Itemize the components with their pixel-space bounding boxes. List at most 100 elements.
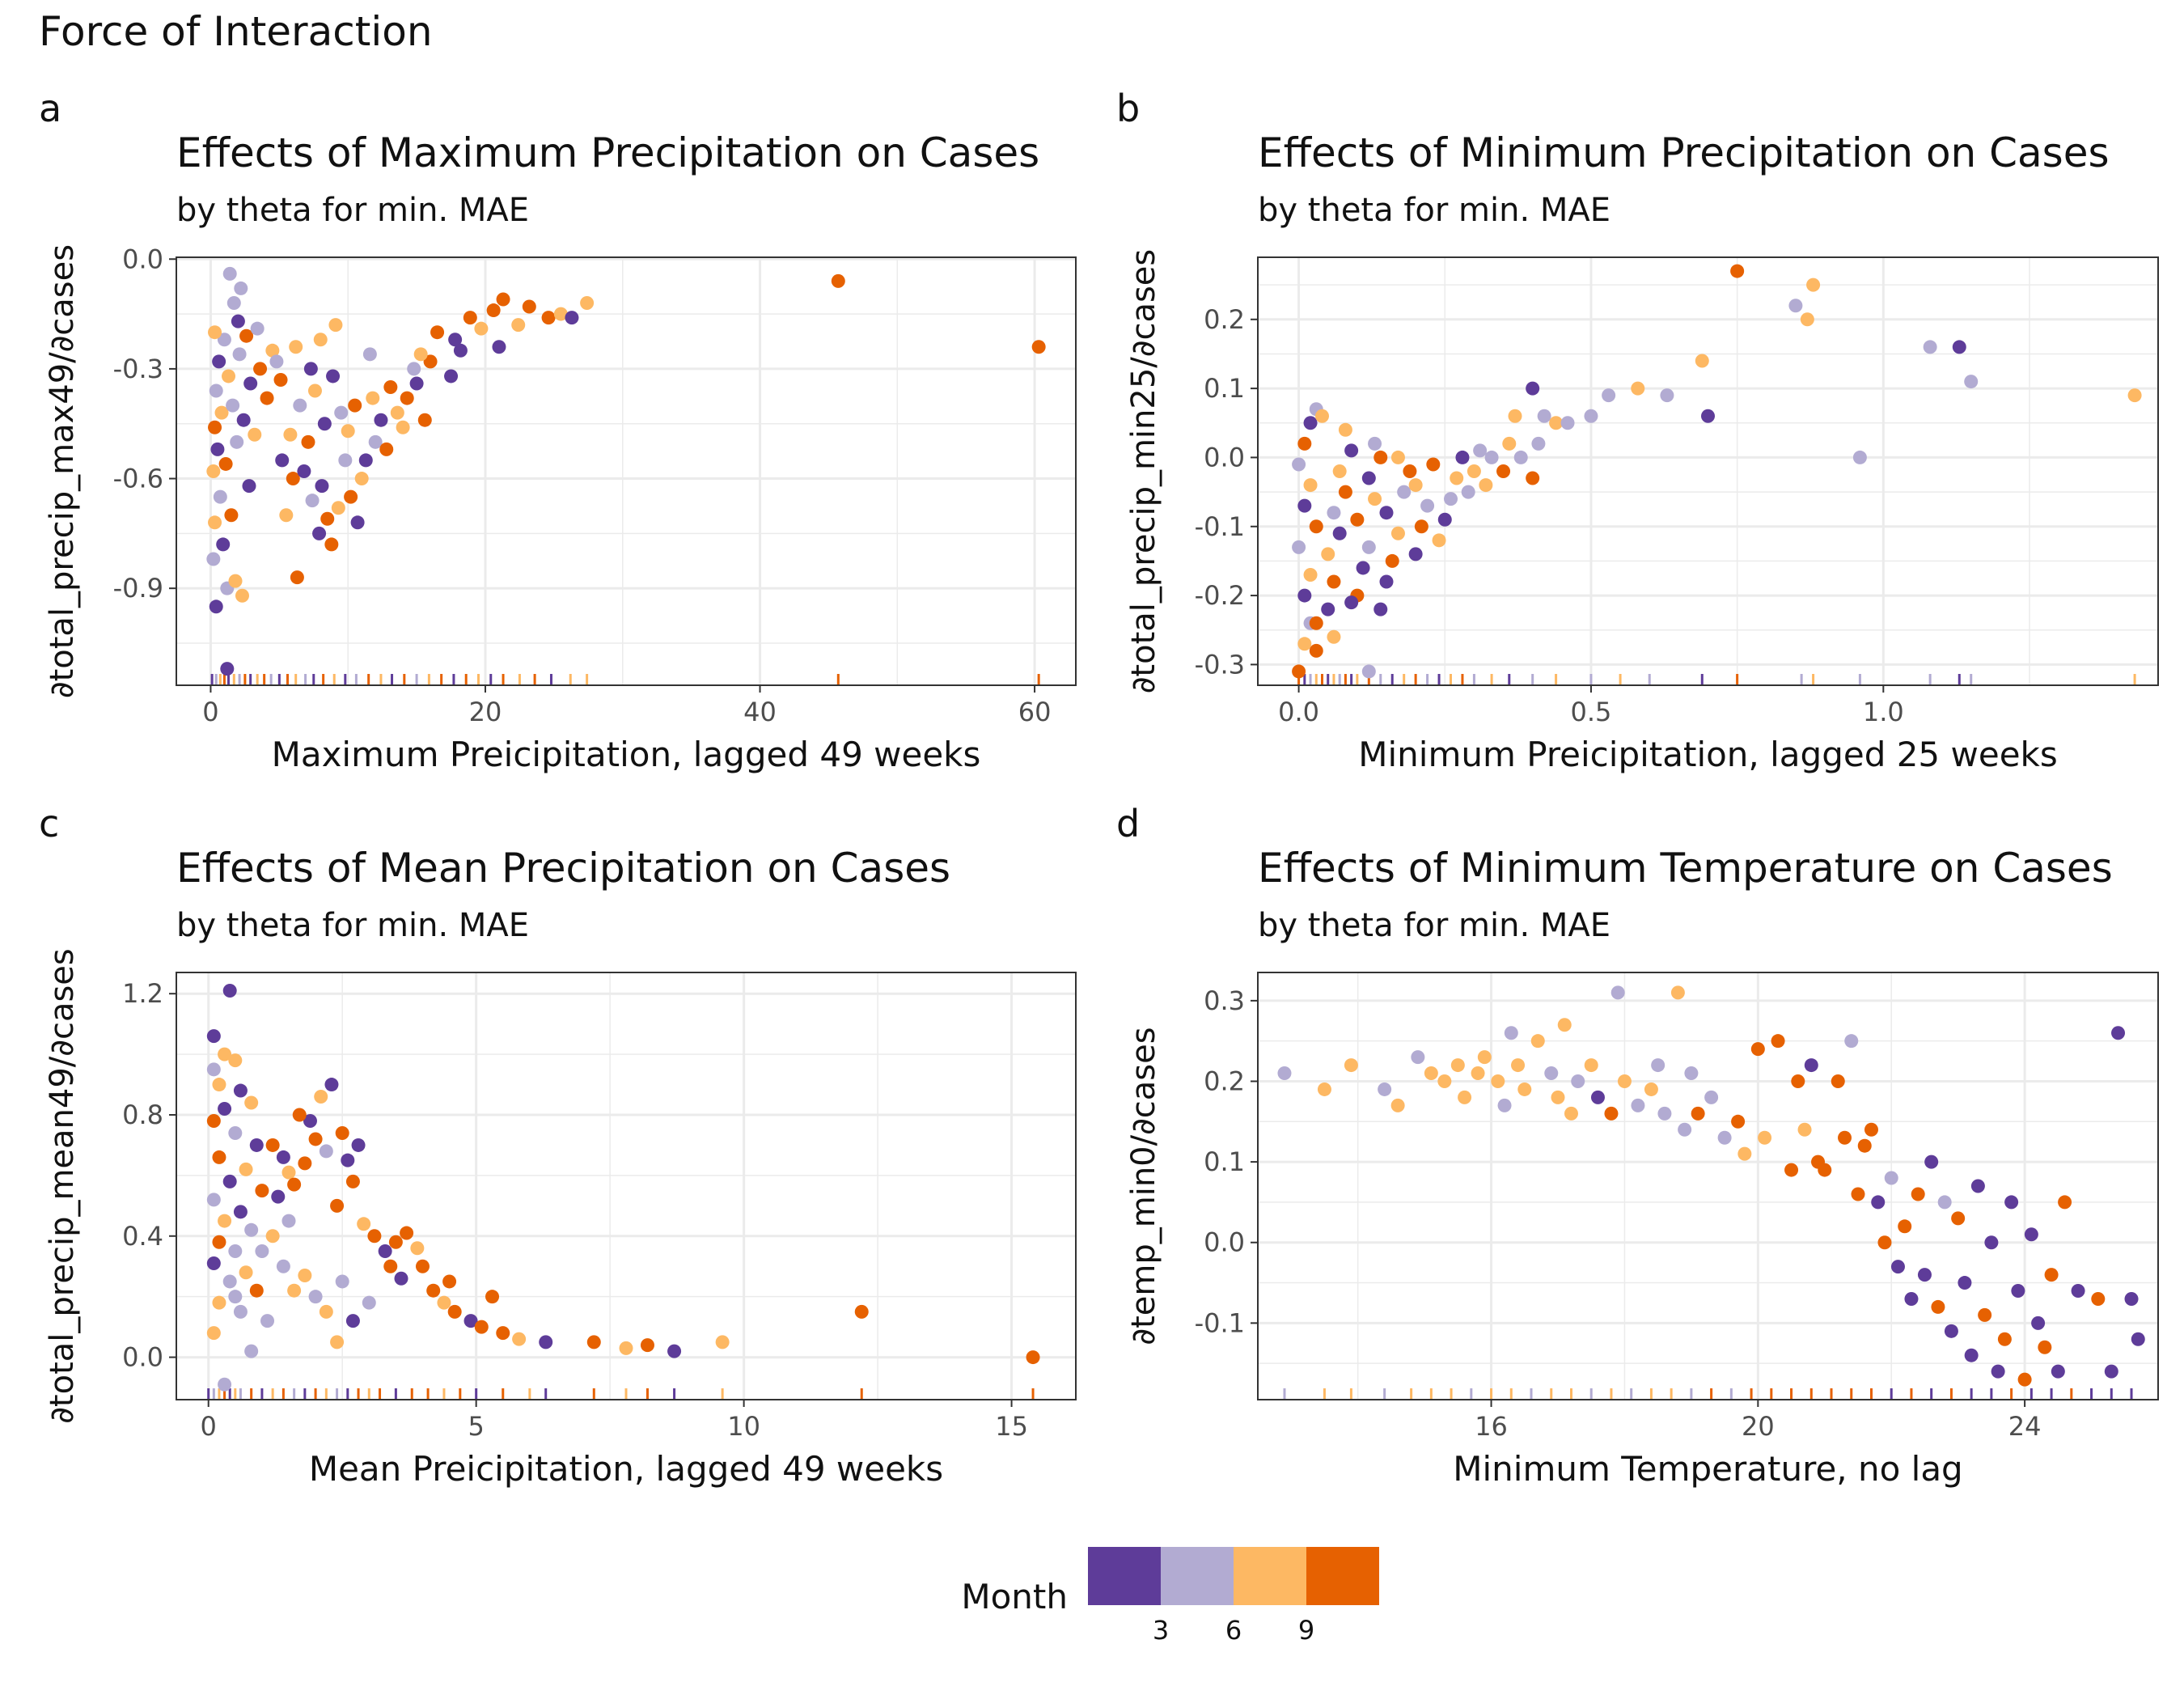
data-point — [1818, 1163, 1832, 1177]
x-tick-label: 24 — [2008, 1411, 2042, 1442]
data-point — [212, 1078, 226, 1092]
y-tick-label: -0.6 — [113, 464, 163, 494]
data-point — [1517, 1082, 1532, 1096]
data-point — [1373, 450, 1388, 464]
data-point — [1479, 478, 1493, 493]
data-point — [2091, 1291, 2106, 1306]
data-point — [307, 383, 322, 398]
data-point — [1731, 1114, 1746, 1129]
data-point — [1911, 1187, 1925, 1201]
data-point — [212, 1150, 226, 1164]
data-point — [1750, 1042, 1765, 1057]
legend-tick-label: 6 — [1225, 1615, 1242, 1646]
y-axis: -0.3 -0.2 -0.1 0.0 0.1 0.2 ∂total_precip_min25… — [1125, 249, 1258, 693]
data-point — [208, 515, 222, 530]
panel-tag: d — [1116, 802, 1140, 845]
data-point — [1604, 1106, 1619, 1121]
data-point — [317, 417, 332, 431]
data-point — [330, 1335, 345, 1349]
data-point — [1997, 1332, 2012, 1346]
data-point — [305, 494, 320, 508]
data-point — [1344, 1058, 1358, 1073]
data-point — [1403, 464, 1417, 478]
legend-tick-labels: 3 6 9 — [1153, 1615, 1314, 1646]
data-point — [1455, 450, 1470, 464]
data-point — [331, 501, 345, 515]
data-point — [1952, 340, 1966, 354]
data-point — [367, 1229, 382, 1244]
data-point — [463, 1314, 478, 1328]
data-point — [1496, 464, 1511, 478]
data-point — [212, 1235, 226, 1249]
data-point — [217, 333, 231, 347]
points — [206, 266, 1046, 676]
data-point — [1771, 1034, 1785, 1049]
data-point — [1831, 1074, 1845, 1088]
data-point — [1321, 602, 1335, 616]
x-tick-label: 20 — [1742, 1411, 1775, 1442]
y-tick-label: -0.3 — [113, 354, 163, 384]
data-point — [1356, 561, 1370, 575]
y-tick-label: 0.0 — [122, 244, 163, 274]
data-point — [210, 442, 225, 456]
legend-tick-label: 3 — [1153, 1615, 1169, 1646]
data-point — [1984, 1235, 1999, 1250]
data-point — [239, 1162, 253, 1176]
data-point — [394, 1271, 408, 1286]
data-point — [368, 434, 383, 449]
data-point — [1390, 526, 1405, 540]
data-point — [1970, 1179, 1985, 1193]
data-point — [216, 537, 231, 552]
data-point — [2017, 1372, 2032, 1387]
data-point — [1390, 1098, 1405, 1112]
data-point — [1338, 485, 1352, 499]
data-point — [667, 1344, 682, 1358]
data-point — [233, 1205, 248, 1219]
data-point — [444, 369, 459, 383]
data-point — [303, 1113, 317, 1128]
data-point — [1788, 299, 1803, 313]
points — [1277, 985, 2145, 1387]
data-point — [1411, 1050, 1425, 1065]
data-point — [463, 311, 477, 325]
data-point — [1978, 1307, 1992, 1322]
data-point — [260, 1314, 275, 1328]
data-point — [231, 314, 245, 328]
data-point — [228, 1053, 243, 1068]
data-point — [2124, 1291, 2139, 1306]
data-point — [255, 1184, 269, 1198]
data-point — [1502, 436, 1517, 451]
data-point — [1378, 1082, 1392, 1096]
data-point — [1571, 1074, 1585, 1088]
data-point — [224, 508, 239, 523]
data-point — [1437, 512, 1452, 527]
y-tick-label: -0.1 — [1195, 511, 1245, 542]
data-point — [2071, 1284, 2085, 1299]
data-point — [1691, 1106, 1705, 1121]
data-point — [298, 1156, 312, 1171]
data-point — [1531, 436, 1546, 451]
data-point — [1297, 436, 1312, 451]
data-point — [400, 1226, 414, 1240]
data-point — [1504, 1026, 1518, 1040]
points — [206, 983, 1040, 1392]
data-point — [273, 372, 288, 387]
data-point — [1537, 409, 1551, 423]
data-point — [1444, 492, 1458, 506]
data-point — [580, 296, 595, 311]
data-point — [226, 296, 241, 311]
data-point — [234, 281, 248, 295]
x-tick-label: 0 — [201, 1411, 217, 1442]
y-axis-label: ∂temp_min0/∂cases — [1125, 1027, 1162, 1345]
data-point — [1297, 498, 1312, 513]
data-point — [2044, 1268, 2059, 1282]
data-point — [276, 1150, 290, 1164]
data-point — [1309, 616, 1323, 630]
data-point — [1292, 457, 1306, 472]
data-point — [390, 405, 404, 420]
data-point — [228, 1290, 243, 1304]
data-point — [485, 1290, 500, 1304]
data-point — [1373, 602, 1388, 616]
data-point — [1644, 1082, 1658, 1096]
